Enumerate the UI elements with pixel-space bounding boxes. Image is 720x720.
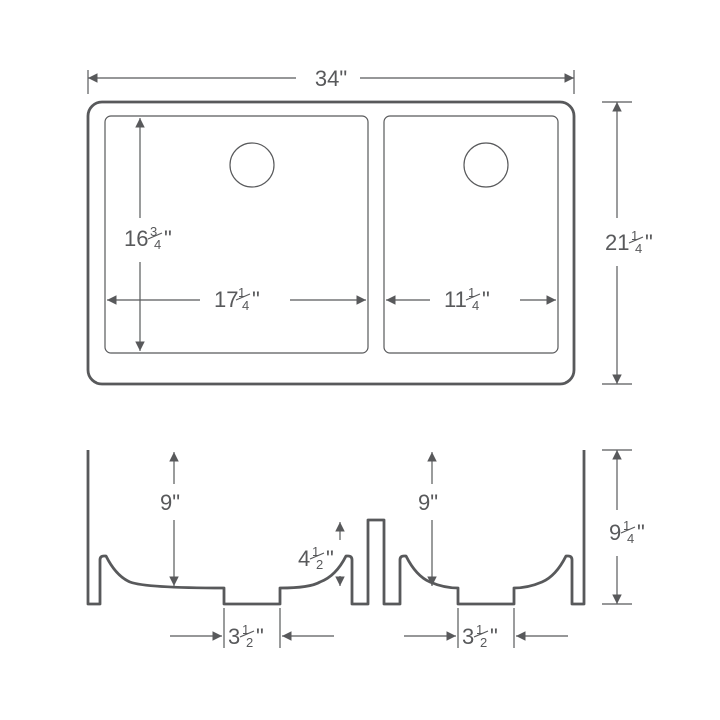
dim-overall-height: 21 1 4 "	[602, 102, 653, 384]
dim-left-width: 17 1 4 "	[107, 285, 366, 313]
svg-text:2: 2	[480, 635, 487, 650]
svg-text:9": 9"	[418, 490, 438, 515]
dim-divider: 4 1 2 "	[298, 522, 340, 586]
dim-bowl-height: 16 3 4 "	[124, 118, 172, 351]
svg-text:2: 2	[246, 635, 253, 650]
svg-text:2: 2	[316, 557, 323, 572]
svg-text:3: 3	[462, 624, 474, 649]
svg-text:": "	[482, 287, 490, 312]
drain-right	[464, 143, 508, 187]
svg-text:34": 34"	[315, 66, 347, 91]
svg-text:": "	[637, 520, 645, 545]
front-outline	[88, 450, 584, 604]
dim-right-width-label: 11 1 4 "	[444, 285, 490, 313]
svg-text:": "	[164, 226, 172, 251]
dim-drain-left-label: 3 1 2 "	[228, 622, 264, 650]
svg-text:": "	[490, 624, 498, 649]
svg-text:4: 4	[154, 237, 161, 252]
svg-text:4: 4	[298, 546, 310, 571]
dim-front-height-label: 9 1 4 "	[609, 518, 645, 546]
dim-right-width: 11 1 4 "	[386, 285, 556, 313]
dim-overall-width-label: 34"	[315, 66, 347, 91]
svg-text:4: 4	[472, 298, 479, 313]
svg-text:": "	[252, 287, 260, 312]
dim-divider-label: 4 1 2 "	[298, 544, 334, 572]
dim-overall-width: 34"	[88, 66, 574, 94]
svg-text:4: 4	[242, 298, 249, 313]
dim-left-width-label: 17 1 4 "	[214, 285, 260, 313]
svg-text:": "	[645, 230, 653, 255]
dim-bowl-height-label: 16 3 4 "	[124, 224, 172, 252]
dim-depth-left: 9"	[160, 452, 180, 586]
top-view: 34" 21 1 4 " 16 3 4	[88, 66, 653, 384]
svg-text:3: 3	[228, 624, 240, 649]
dim-depth-right: 9"	[418, 452, 438, 586]
dim-drain-right-label: 3 1 2 "	[462, 622, 498, 650]
svg-text:21: 21	[605, 230, 629, 255]
svg-text:9: 9	[609, 520, 621, 545]
dim-drain-left: 3 1 2 "	[170, 608, 334, 650]
svg-text:11: 11	[444, 287, 467, 312]
svg-text:4: 4	[635, 241, 642, 256]
svg-text:": "	[326, 546, 334, 571]
svg-text:16: 16	[124, 226, 148, 251]
svg-text:": "	[256, 624, 264, 649]
dim-overall-height-label: 21 1 4 "	[605, 228, 653, 256]
drain-left	[230, 143, 274, 187]
svg-text:4: 4	[627, 531, 634, 546]
dim-front-height: 9 1 4 "	[602, 450, 645, 604]
front-view: 9" 9" 4 1 2 " 3	[88, 450, 645, 650]
dim-drain-right: 3 1 2 "	[404, 608, 568, 650]
svg-text:9": 9"	[160, 490, 180, 515]
svg-text:17: 17	[214, 287, 238, 312]
right-bowl	[384, 116, 558, 353]
